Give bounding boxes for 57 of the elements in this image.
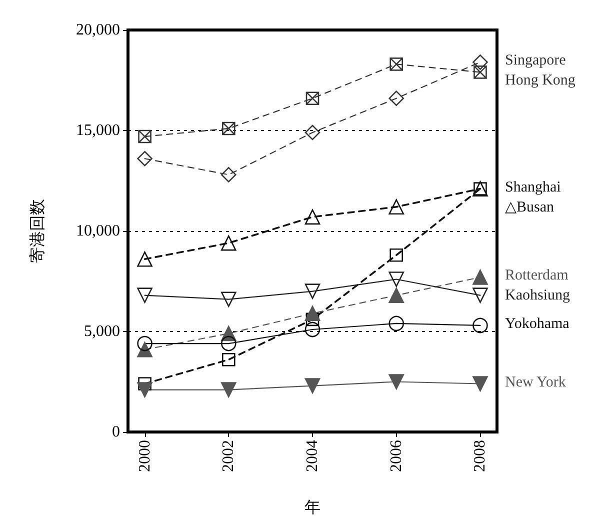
point [304, 322, 320, 338]
point [220, 235, 236, 251]
x-axis-title: 年 [304, 500, 320, 516]
point [472, 376, 488, 392]
series-label: Shanghai [505, 179, 561, 196]
point [220, 382, 236, 398]
point [222, 122, 236, 136]
point [304, 124, 320, 140]
x-tick-label: 2006 [388, 440, 405, 472]
point [137, 382, 152, 398]
point [388, 199, 404, 215]
point [472, 54, 488, 70]
point [388, 90, 404, 106]
point [137, 288, 152, 303]
point [306, 312, 320, 326]
point [137, 342, 152, 358]
x-tick-label: 2000 [136, 440, 154, 472]
point [137, 336, 152, 352]
point [222, 352, 236, 366]
series-label: Yokohama [505, 316, 570, 332]
y-axis-title: 寄港回数 [28, 199, 46, 263]
point [388, 374, 404, 390]
point [472, 270, 488, 285]
series-label: New York [505, 374, 566, 390]
point [306, 92, 320, 105]
series-label: Kaohsiung [505, 288, 570, 304]
point [390, 248, 404, 262]
series-label: Hong Kong [505, 72, 576, 89]
y-tick-label: 15,000 [76, 122, 120, 139]
y-tick-label: 0 [112, 424, 120, 440]
point [304, 284, 320, 299]
point [220, 167, 236, 182]
x-tick-label: 2004 [304, 440, 321, 472]
point [472, 288, 488, 303]
x-tick-label: 2008 [472, 440, 489, 472]
point [304, 378, 320, 394]
point [388, 272, 404, 287]
point [388, 316, 404, 332]
point [388, 288, 404, 303]
series-label: △Busan [505, 199, 555, 216]
point [304, 306, 320, 322]
point [304, 209, 320, 225]
y-tick-label: 5,000 [84, 323, 120, 340]
point [474, 66, 487, 79]
point [220, 292, 236, 307]
series-label: Singapore [505, 52, 566, 69]
point [138, 130, 152, 144]
point [390, 58, 404, 71]
y-tick-label: 10,000 [76, 222, 120, 240]
point [137, 150, 152, 166]
point [138, 377, 152, 390]
point [137, 251, 152, 267]
point [472, 318, 488, 334]
point [221, 336, 236, 352]
y-tick-label: 20,000 [76, 22, 120, 38]
x-tick-label: 2002 [220, 440, 238, 472]
series-label: Rotterdam [505, 268, 569, 284]
